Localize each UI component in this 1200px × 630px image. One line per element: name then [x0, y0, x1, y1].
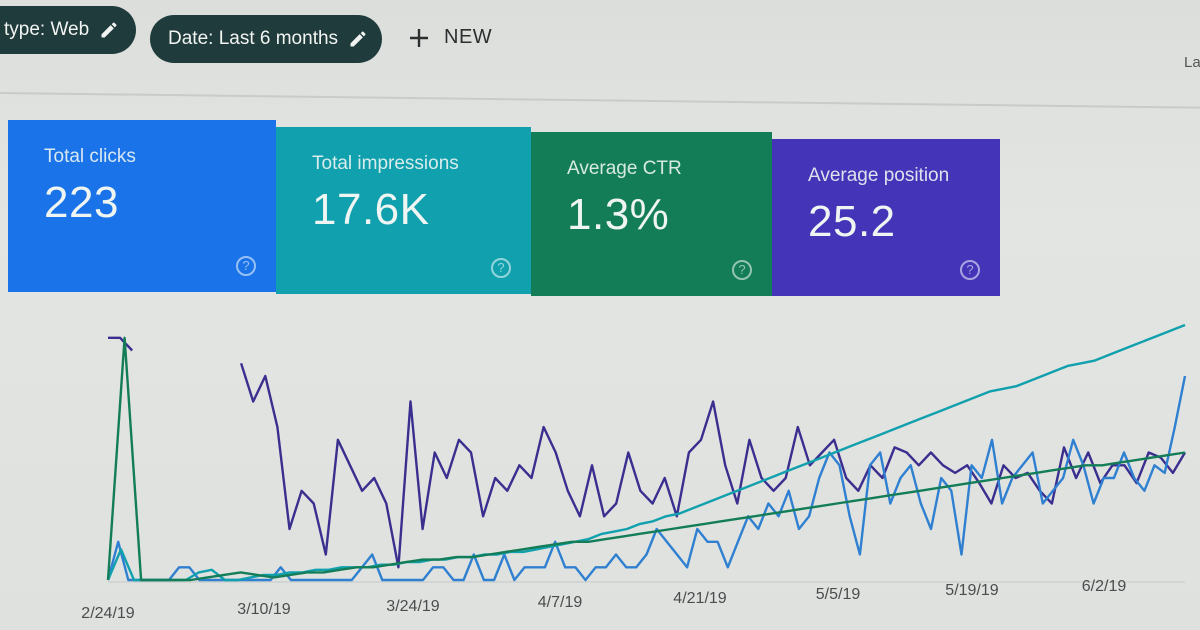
- series-line-2: [106, 323, 1186, 582]
- metric-label: Average CTR: [567, 158, 682, 179]
- help-icon[interactable]: ?: [960, 260, 980, 280]
- edit-icon[interactable]: [348, 29, 368, 49]
- metric-value: 1.3%: [567, 190, 670, 239]
- x-tick-label: 5/5/19: [816, 586, 861, 603]
- metric-label: Total clicks: [44, 146, 136, 167]
- series-line-1: [106, 375, 1187, 582]
- series-line-0: [108, 336, 1187, 569]
- x-tick-label: 6/2/19: [1082, 578, 1127, 595]
- performance-chart[interactable]: 2/24/19 3/10/19 3/24/19 4/7/19 4/21/19 5/5/19…: [0, 300, 1200, 630]
- filter-chip-date-label: Date: Last 6 months: [168, 28, 339, 49]
- help-icon[interactable]: ?: [732, 260, 752, 280]
- x-tick-label: 5/19/19: [945, 582, 998, 599]
- new-filter-button[interactable]: NEW: [408, 26, 492, 49]
- edit-icon[interactable]: [99, 20, 119, 40]
- plus-icon: [410, 28, 428, 47]
- filter-chip-date[interactable]: Date: Last 6 months: [150, 15, 382, 63]
- help-icon[interactable]: ?: [491, 258, 511, 278]
- metric-label: Total impressions: [312, 153, 459, 174]
- x-tick-label: 3/10/19: [237, 601, 290, 618]
- metric-value: 223: [44, 178, 119, 227]
- series-line-3: [106, 336, 1186, 582]
- x-tick-label: 2/24/19: [81, 605, 134, 622]
- metric-card-average-ctr[interactable]: Average CTR 1.3% ?: [531, 132, 772, 296]
- metric-card-total-impressions[interactable]: Total impressions 17.6K ?: [276, 127, 531, 294]
- x-tick-label: 4/21/19: [673, 590, 726, 607]
- x-tick-label: 3/24/19: [386, 598, 439, 615]
- divider: [0, 92, 1200, 109]
- metric-value: 17.6K: [312, 185, 430, 234]
- metric-label: Average position: [808, 165, 950, 186]
- new-filter-label: NEW: [444, 26, 493, 48]
- filter-chip-type-label: type: Web: [4, 19, 90, 40]
- corner-text: La: [1184, 54, 1200, 71]
- help-icon[interactable]: ?: [236, 256, 256, 276]
- metric-card-total-clicks[interactable]: Total clicks 223 ?: [8, 120, 276, 292]
- x-tick-label: 4/7/19: [538, 594, 583, 611]
- filter-chip-type[interactable]: type: Web: [0, 6, 136, 54]
- metric-value: 25.2: [808, 197, 896, 246]
- metric-card-average-position[interactable]: Average position 25.2 ?: [772, 139, 1000, 296]
